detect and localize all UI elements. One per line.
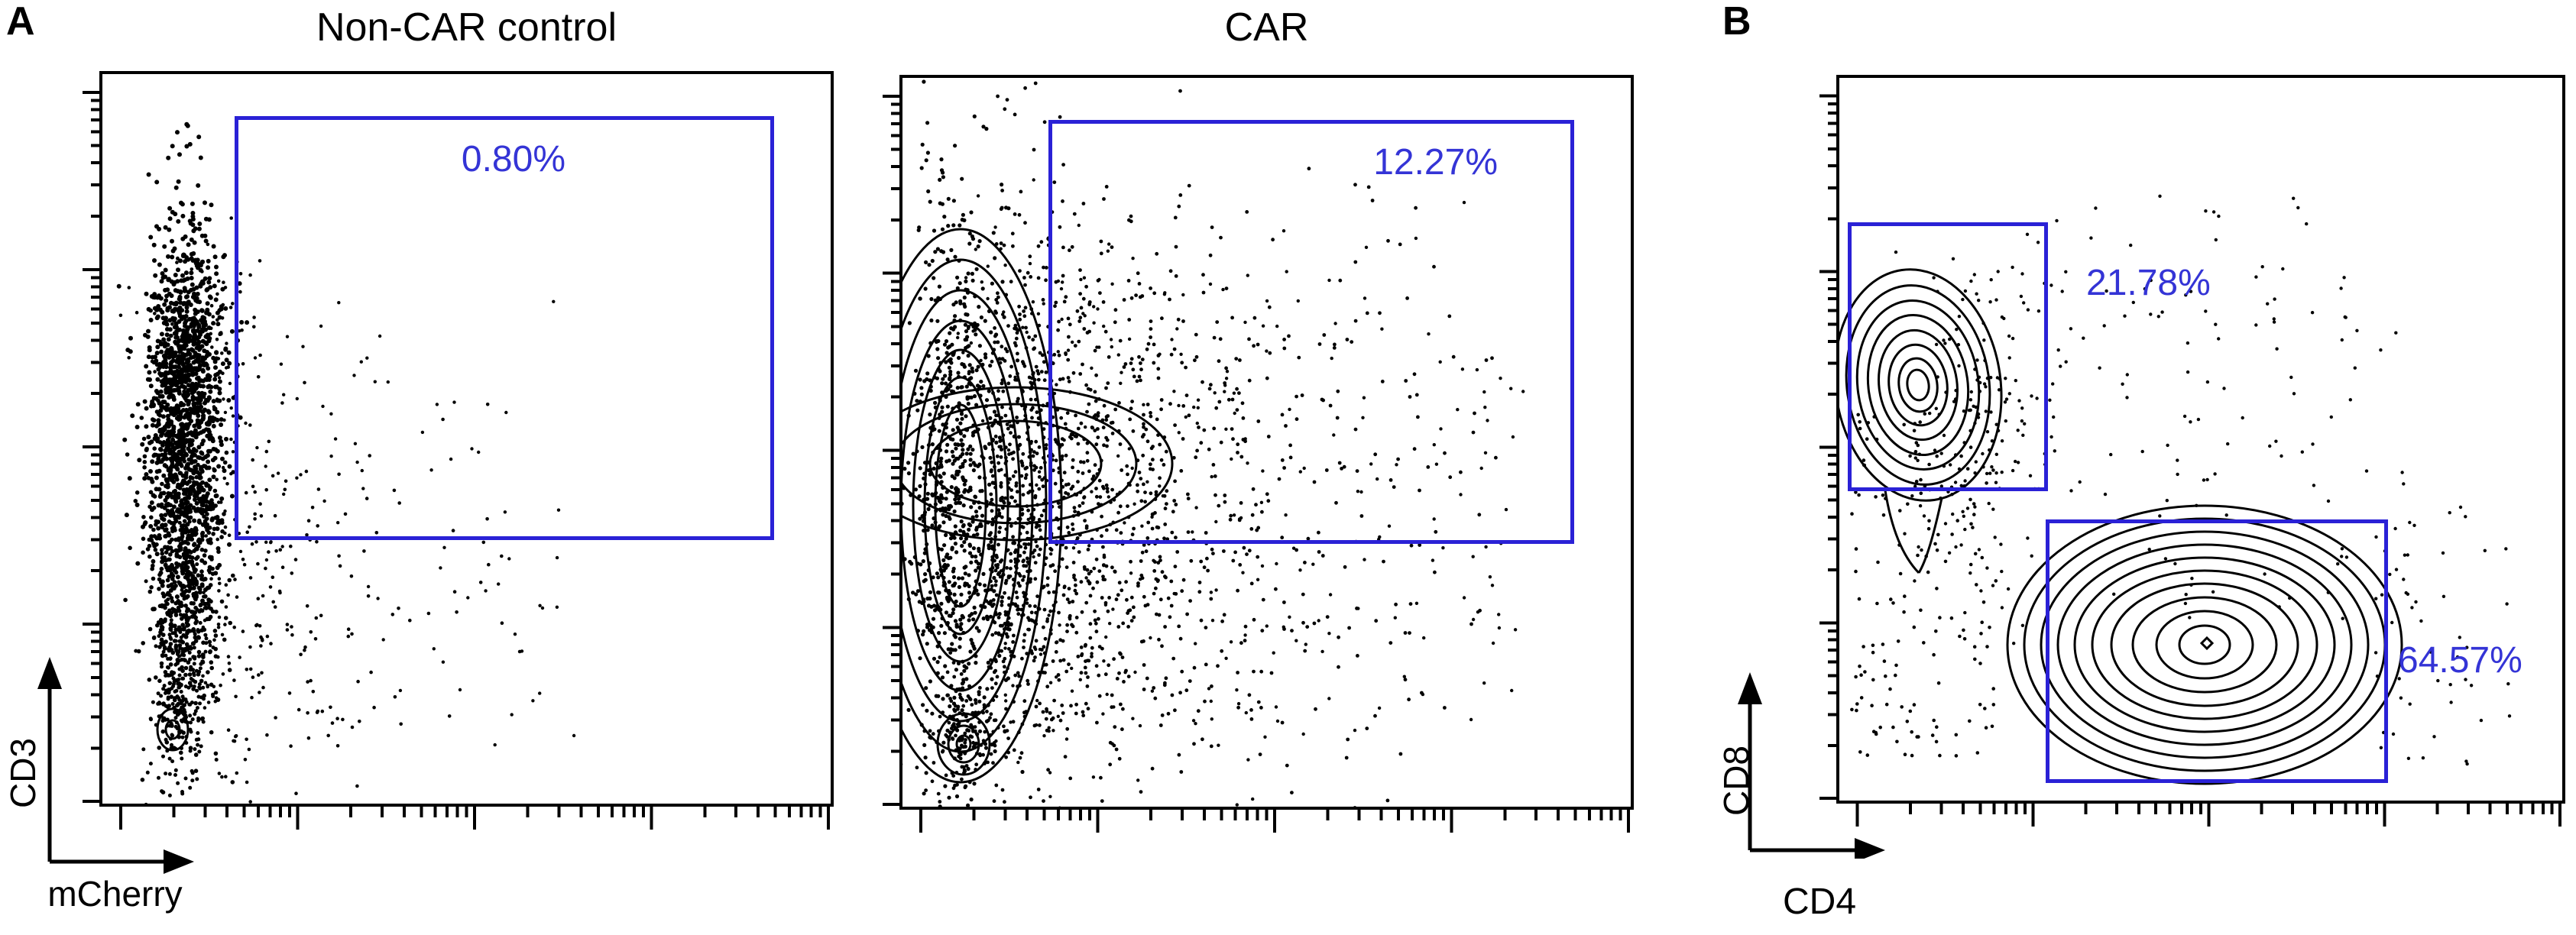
y-axis-arrowhead-icon: [1738, 672, 1762, 704]
y-axis-ticks-car: [883, 94, 902, 807]
x-axis-ticks-noncar: [118, 804, 831, 830]
x-axis-ticks-cd4cd8: [1855, 801, 2562, 827]
gate-rectangle-cd4: [2046, 519, 2388, 783]
gate-rectangle-cd8: [1848, 222, 2048, 491]
scatter-contour-canvas-noncar: [116, 121, 576, 804]
x-axis-label-cd4: CD4: [1782, 882, 1857, 922]
gate-rectangle-car: [1048, 120, 1574, 544]
x-axis-ticks-car: [919, 807, 1631, 833]
y-axis-label-cd8: CD8: [1716, 745, 1756, 817]
plot-title-noncar: Non-CAR control: [316, 5, 617, 50]
y-axis-ticks-noncar: [83, 90, 102, 804]
gate-percentage-cd4: 64.57%: [2398, 640, 2523, 681]
gate-rectangle-noncar: [235, 116, 774, 540]
panel-a-letter: A: [6, 0, 35, 44]
gate-percentage-car: 12.27%: [1373, 142, 1498, 183]
gate-percentage-noncar: 0.80%: [461, 139, 565, 180]
axis-arrows-panel-a: [37, 657, 194, 874]
x-axis-label-mcherry: mCherry: [47, 874, 183, 914]
axis-arrows-panel-b: [1738, 672, 1885, 859]
y-axis-label-cd3: CD3: [3, 737, 43, 809]
panel-b-letter: B: [1722, 0, 1751, 44]
y-axis-arrowhead-icon: [37, 657, 62, 689]
plot-title-car: CAR: [1224, 5, 1309, 50]
scatter-contour-canvas-car: [902, 79, 1525, 807]
scatter-contour-canvas-cd4cd8: [1839, 194, 2512, 785]
gate-percentage-cd8: 21.78%: [2086, 263, 2211, 303]
x-axis-arrowhead-icon: [1855, 838, 1885, 859]
y-axis-ticks-cd4cd8: [1819, 94, 1839, 801]
x-axis-arrowhead-icon: [164, 849, 194, 874]
